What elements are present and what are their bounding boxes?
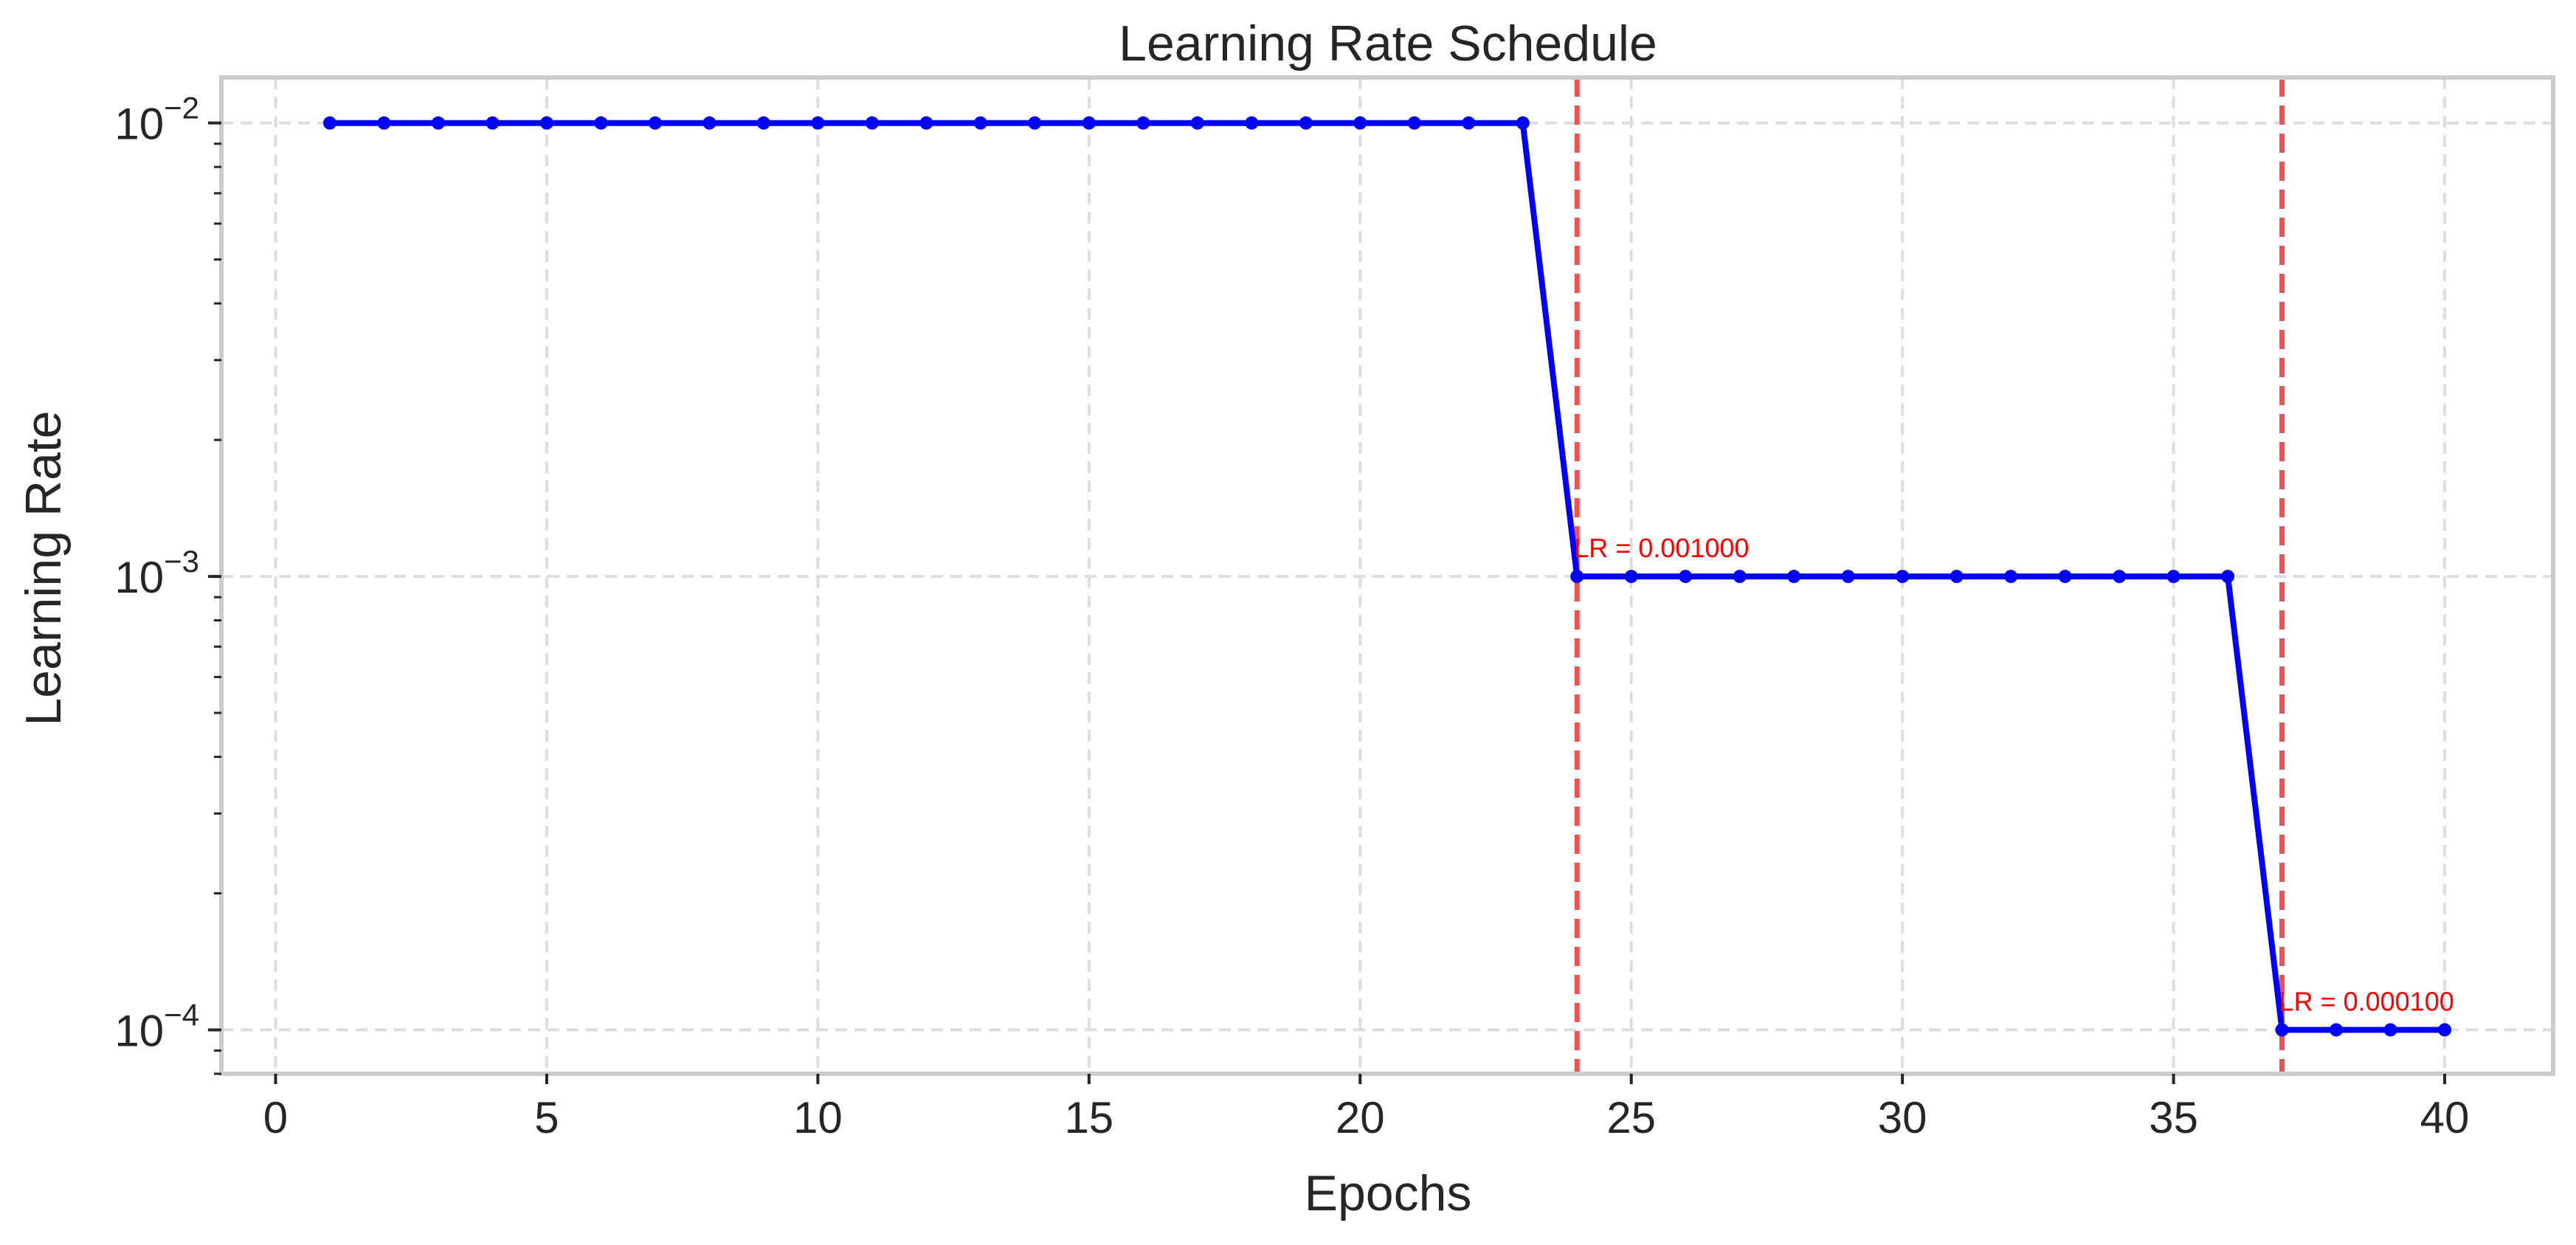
x-axis-label: Epochs <box>1305 1165 1472 1221</box>
lr-point <box>2004 570 2018 584</box>
lr-point <box>2438 1023 2452 1037</box>
y-axis-label: Learning Rate <box>15 410 72 725</box>
lr-point <box>539 116 553 130</box>
chart-title: Learning Rate Schedule <box>1119 15 1657 72</box>
lr-point <box>1516 116 1530 130</box>
lr-point <box>973 116 987 130</box>
lr-point <box>1462 116 1476 130</box>
lr-point <box>1733 570 1747 584</box>
lr-point <box>1787 570 1801 584</box>
lr-point <box>2166 570 2180 584</box>
lr-point <box>1624 570 1638 584</box>
lr-point <box>1407 116 1421 130</box>
lr-point <box>2383 1023 2397 1037</box>
y-tick-label: 10−2 <box>114 91 199 149</box>
tick-layer: 0 5 10 15 20 25 30 35 40 10−2 10−3 10−4 <box>114 91 2469 1142</box>
y-tick-label: 10−4 <box>114 997 199 1055</box>
lr-point <box>431 116 445 130</box>
lr-point <box>377 116 391 130</box>
lr-point <box>811 116 825 130</box>
lr-point <box>1950 570 1964 584</box>
lr-annotation: LR = 0.000100 <box>2279 986 2454 1016</box>
x-tick-label: 25 <box>1606 1093 1656 1142</box>
vline-layer <box>1574 77 2285 1074</box>
x-tick-label: 5 <box>534 1093 559 1142</box>
lr-point <box>1896 570 1910 584</box>
x-tick-label: 20 <box>1336 1093 1385 1142</box>
lr-point <box>2221 570 2235 584</box>
lr-point <box>756 116 770 130</box>
lr-point <box>1245 116 1259 130</box>
x-tick-label: 0 <box>263 1093 288 1142</box>
y-tick-label: 10−3 <box>114 544 199 602</box>
lr-point <box>2330 1023 2344 1037</box>
lr-point <box>594 116 608 130</box>
lr-point <box>1136 116 1150 130</box>
x-tick-label: 15 <box>1064 1093 1113 1142</box>
series-layer <box>322 116 2452 1037</box>
x-tick-label: 35 <box>2149 1093 2198 1142</box>
lr-annotation: LR = 0.001000 <box>1574 533 1749 563</box>
lr-point <box>1353 116 1367 130</box>
lr-point <box>1028 116 1042 130</box>
annotation-layer: LR = 0.001000 LR = 0.000100 <box>1574 533 2454 1016</box>
lr-point <box>1679 570 1693 584</box>
lr-point <box>1570 570 1584 584</box>
x-tick-label: 30 <box>1878 1093 1927 1142</box>
lr-point <box>486 116 500 130</box>
lr-point <box>865 116 879 130</box>
x-tick-label: 40 <box>2420 1093 2470 1142</box>
lr-point <box>2058 570 2072 584</box>
lr-point <box>2275 1023 2289 1037</box>
lr-point <box>648 116 662 130</box>
lr-point <box>2113 570 2127 584</box>
lr-point <box>1841 570 1855 584</box>
x-tick-label: 10 <box>793 1093 843 1142</box>
lr-point <box>1299 116 1313 130</box>
lr-point <box>1190 116 1204 130</box>
lr-point <box>702 116 716 130</box>
lr-point <box>1082 116 1096 130</box>
lr-point <box>322 116 336 130</box>
lr-point <box>919 116 933 130</box>
lr-series-line <box>330 120 2445 1033</box>
